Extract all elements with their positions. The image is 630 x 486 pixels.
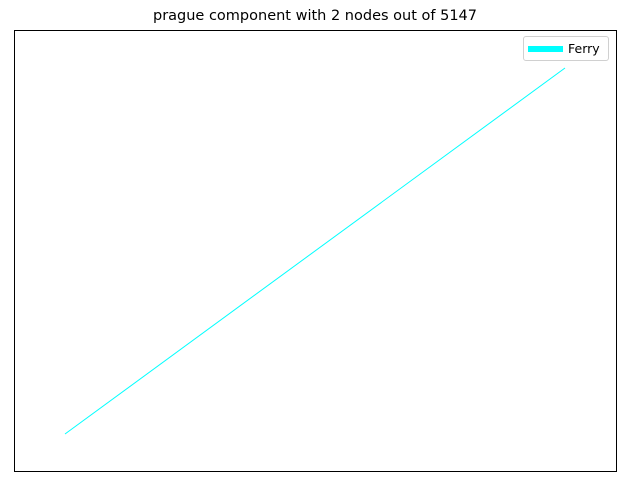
legend-swatch-ferry (528, 46, 563, 52)
legend: Ferry (523, 36, 609, 61)
chart-title: prague component with 2 nodes out of 514… (152, 8, 477, 24)
legend-label-ferry: Ferry (568, 41, 600, 56)
edge-ferry (64, 67, 566, 435)
